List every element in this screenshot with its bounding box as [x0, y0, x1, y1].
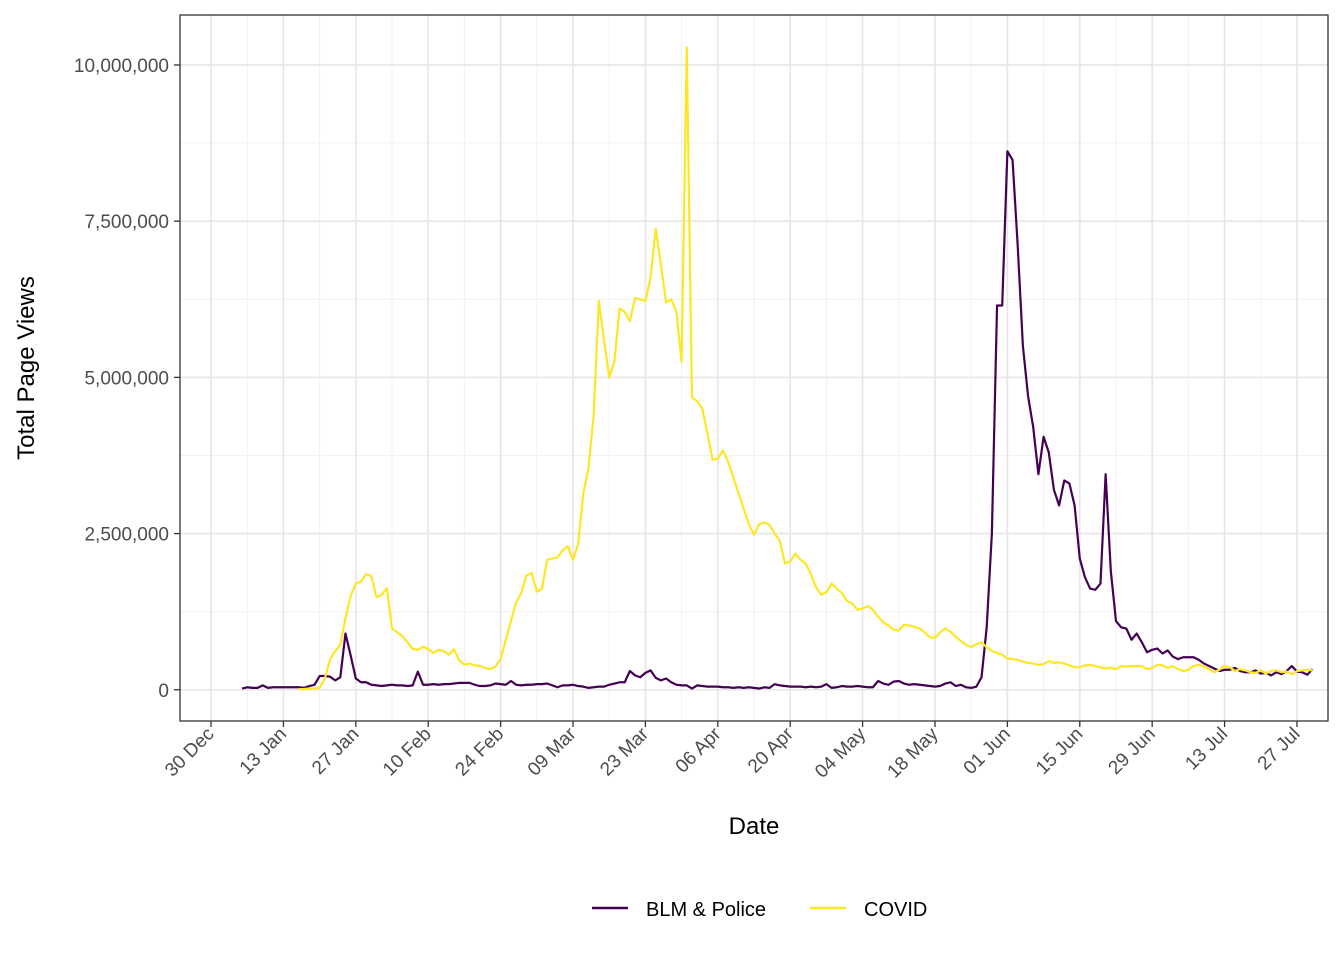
y-tick-label: 10,000,000: [74, 56, 169, 77]
plot-panel-border: [179, 14, 1329, 722]
x-axis-title: Date: [729, 813, 780, 840]
y-tick-label: 7,500,000: [84, 212, 169, 233]
series-line-covid: [298, 46, 1313, 691]
series-lines: [241, 46, 1314, 691]
grid: [180, 15, 1328, 721]
y-tick-label: 0: [158, 681, 169, 702]
y-tick-label: 2,500,000: [84, 525, 169, 546]
y-axis-title: Total Page Views: [13, 276, 40, 460]
y-tick-label: 5,000,000: [84, 368, 169, 389]
legend-label-blm-police: BLM & Police: [646, 899, 766, 921]
y-axis: 0 2,500,000 5,000,000 7,500,000 10,000,000: [74, 56, 180, 702]
legend: BLM & Police COVID: [592, 899, 927, 921]
series-line-blm-police: [241, 150, 1314, 690]
legend-label-covid: COVID: [864, 899, 927, 921]
